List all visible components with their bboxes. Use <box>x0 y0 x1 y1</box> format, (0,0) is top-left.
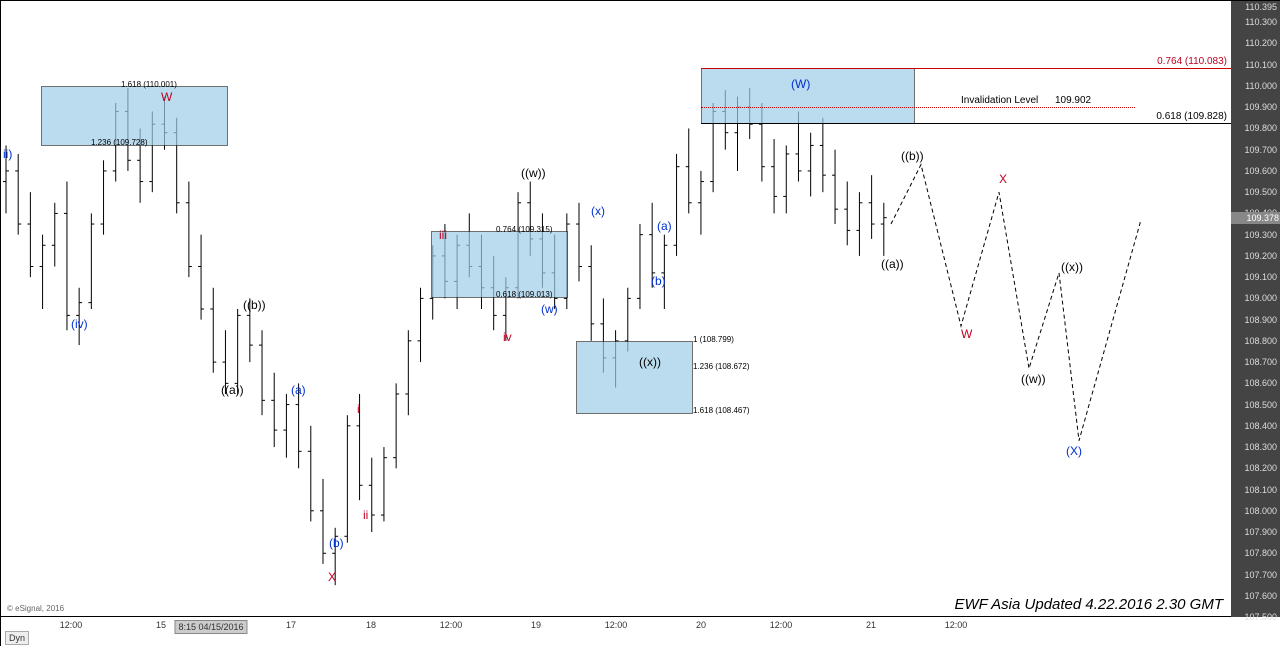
wave-label: iii <box>439 228 447 242</box>
y-tick: 107.500 <box>1244 612 1277 622</box>
x-tick: 21 <box>866 620 876 630</box>
wave-label: ((x)) <box>639 355 661 369</box>
x-tick: 12:00 <box>605 620 628 630</box>
y-tick: 109.900 <box>1244 102 1277 112</box>
y-tick: 108.900 <box>1244 315 1277 325</box>
fib-label: 0.764 (109.315) <box>496 225 553 234</box>
x-tick: 19 <box>531 620 541 630</box>
x-tick: 8:15 04/15/2016 <box>174 620 247 634</box>
chart-frame: * JPY A0-FX, JAPAN YEN COMPOSITE, 45 (Dy… <box>0 0 1280 646</box>
y-tick: 109.200 <box>1244 251 1277 261</box>
x-tick: 17 <box>286 620 296 630</box>
attribution-text: EWF Asia Updated 4.22.2016 2.30 GMT <box>955 596 1223 613</box>
level-label: 0.618 (109.828) <box>1156 111 1227 122</box>
x-axis: Dyn 12:00 15 8:15 04/15/2016 17 18 12:00 19 12:… <box>1 616 1231 646</box>
level-line <box>701 123 1231 124</box>
y-tick: 109.800 <box>1244 123 1277 133</box>
chart-area[interactable]: 0.764 (110.083) 0.618 (109.828) 1.618 (110… <box>1 1 1231 617</box>
wave-label: X <box>999 172 1007 186</box>
target-zone <box>431 231 568 297</box>
wave-label: (X) <box>1066 444 1082 458</box>
x-tick: 18 <box>366 620 376 630</box>
wave-label: ((a)) <box>221 383 244 397</box>
y-tick: 110.000 <box>1245 81 1277 91</box>
y-tick: 108.800 <box>1244 336 1277 346</box>
y-tick: 108.700 <box>1244 357 1277 367</box>
wave-label: (a) <box>291 383 306 397</box>
wave-label: ((b)) <box>243 298 266 312</box>
y-tick: 107.700 <box>1244 570 1277 580</box>
wave-label: (iv) <box>71 317 88 331</box>
wave-label: W <box>161 90 172 104</box>
y-tick: 110.100 <box>1245 60 1277 70</box>
x-tick: 12:00 <box>60 620 83 630</box>
wave-label: (w) <box>541 302 558 316</box>
level-line <box>701 107 1135 108</box>
target-zone <box>576 341 693 414</box>
y-tick: 108.100 <box>1244 485 1277 495</box>
y-tick: 110.300 <box>1245 17 1277 27</box>
wave-label: X <box>328 570 336 584</box>
wave-label: ((b)) <box>901 149 924 163</box>
fib-label: 1.618 (110.001) <box>121 80 177 89</box>
fib-label: 1.236 (108.672) <box>693 362 750 371</box>
y-tick: 108.000 <box>1244 506 1277 516</box>
y-tick: 109.100 <box>1244 272 1277 282</box>
wave-label: (a) <box>657 219 672 233</box>
y-tick: 108.200 <box>1244 463 1277 473</box>
wave-label: ((w)) <box>521 166 546 180</box>
wave-label: ((x)) <box>1061 260 1083 274</box>
invalidation-value: 109.902 <box>1055 95 1091 106</box>
wave-label: (x) <box>591 204 605 218</box>
y-axis: 110.395107.500107.600107.700107.800107.9… <box>1231 1 1280 617</box>
y-tick: 108.300 <box>1244 442 1277 452</box>
fib-label: 1.618 (108.467) <box>693 406 750 415</box>
y-tick: 109.300 <box>1244 230 1277 240</box>
invalidation-text: Invalidation Level <box>961 95 1038 106</box>
wave-label: W <box>961 327 972 341</box>
fib-label: 1.236 (109.728) <box>91 138 148 147</box>
level-label: 0.764 (110.083) <box>1157 56 1227 67</box>
dyn-badge[interactable]: Dyn <box>5 631 29 645</box>
wave-label: ((w)) <box>1021 372 1046 386</box>
invalidation-level: Invalidation Level 109.902 <box>961 95 1091 106</box>
wave-label: ((a)) <box>881 257 904 271</box>
wave-label: ii <box>363 508 368 522</box>
y-tick: 108.600 <box>1244 378 1277 388</box>
y-tick: 107.800 <box>1244 548 1277 558</box>
y-tick: 109.600 <box>1244 166 1277 176</box>
wave-label: (b) <box>329 536 344 550</box>
y-tick: 109.000 <box>1244 293 1277 303</box>
wave-label: (W) <box>791 77 810 91</box>
x-tick: 12:00 <box>440 620 463 630</box>
x-tick: 12:00 <box>945 620 968 630</box>
y-tick: 109.700 <box>1244 145 1277 155</box>
fib-label: 1 (108.799) <box>693 335 734 344</box>
x-tick: 15 <box>156 620 166 630</box>
level-line <box>701 68 1231 69</box>
copyright-text: © eSignal, 2016 <box>7 604 64 613</box>
y-tick: 107.600 <box>1244 591 1277 601</box>
y-tick: 107.900 <box>1244 527 1277 537</box>
fib-label: 0.618 (109.013) <box>496 290 553 299</box>
y-tick: 110.200 <box>1245 38 1277 48</box>
wave-label: (b) <box>651 274 666 288</box>
wave-label: i <box>357 402 360 416</box>
y-tick: 109.500 <box>1244 187 1277 197</box>
x-tick: 12:00 <box>770 620 793 630</box>
x-tick: 20 <box>696 620 706 630</box>
y-tick: 108.400 <box>1244 421 1277 431</box>
wave-label: ii) <box>3 147 12 161</box>
wave-label: iv <box>503 330 512 344</box>
y-current-price: 109.378 <box>1231 212 1280 224</box>
y-tick: 108.500 <box>1244 400 1277 410</box>
target-zone <box>41 86 228 146</box>
